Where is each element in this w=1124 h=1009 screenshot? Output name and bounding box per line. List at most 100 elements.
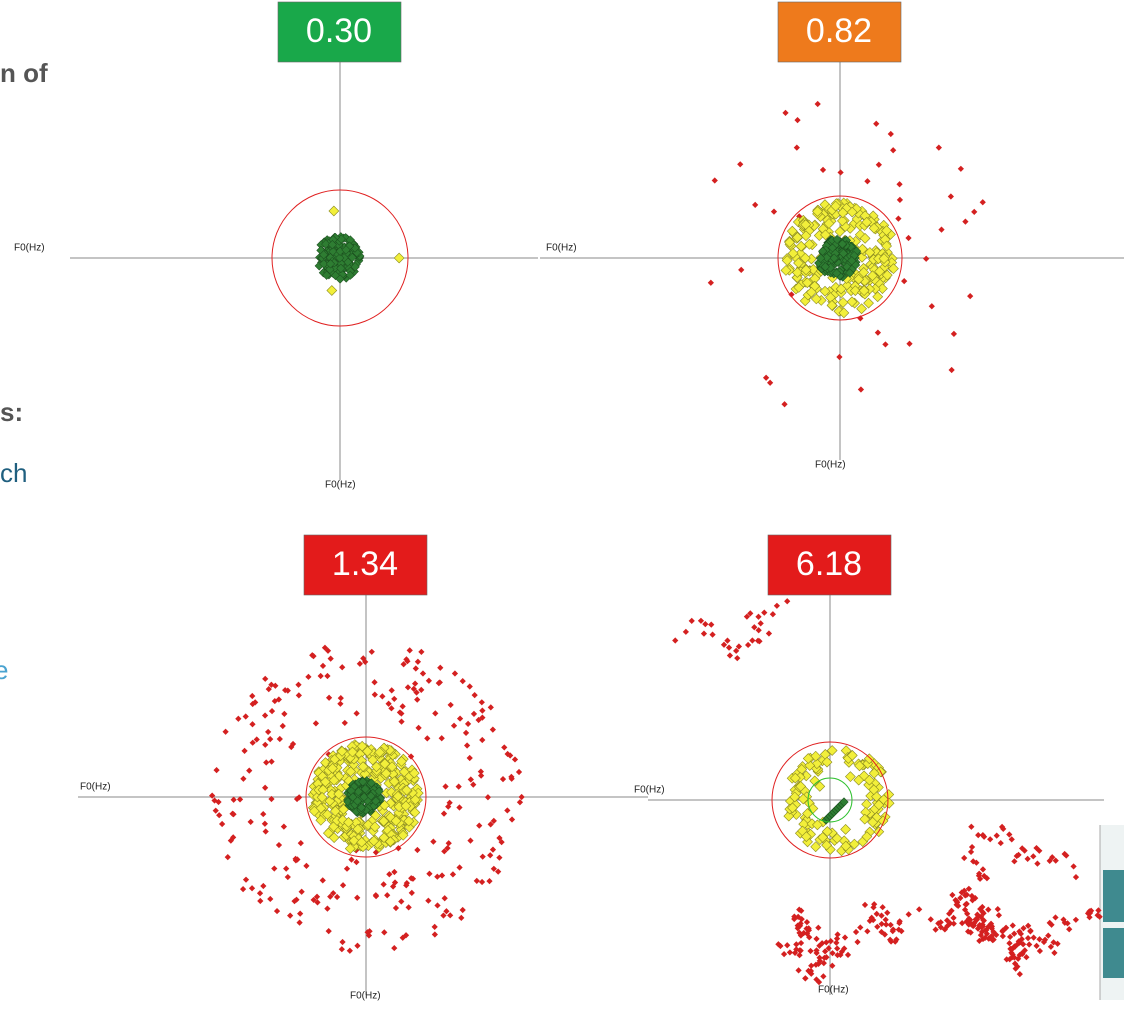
red-point	[819, 166, 827, 174]
yellow-point	[369, 821, 381, 833]
red-point	[962, 218, 969, 225]
yellow-point	[868, 767, 880, 779]
red-point	[479, 707, 486, 714]
score-label: 0.82	[806, 12, 872, 50]
red-point	[477, 768, 484, 775]
red-point	[878, 928, 885, 936]
red-point	[455, 783, 462, 790]
red-point	[916, 906, 923, 913]
red-point	[896, 196, 904, 203]
red-point	[415, 724, 422, 731]
red-point	[319, 662, 327, 669]
yellow-point	[800, 219, 812, 231]
red-point	[227, 837, 234, 844]
yellow-point	[357, 761, 369, 773]
red-point	[425, 677, 433, 684]
red-point	[1063, 852, 1070, 859]
red-point	[295, 692, 302, 699]
red-point	[1024, 855, 1031, 862]
red-point	[430, 838, 437, 845]
red-point	[1045, 932, 1052, 939]
red-point	[755, 627, 762, 634]
red-point	[873, 910, 880, 917]
red-point	[479, 736, 486, 744]
red-point	[735, 643, 743, 650]
green-point	[359, 792, 369, 802]
red-point	[815, 960, 822, 967]
x-axis-label: F0(Hz)	[14, 243, 45, 254]
yellow-point	[853, 273, 865, 285]
red-point	[825, 945, 832, 952]
yellow-point	[838, 307, 850, 319]
red-point	[857, 924, 864, 931]
red-point	[371, 691, 378, 698]
yellow-point	[374, 746, 386, 758]
red-point	[440, 810, 448, 817]
red-point	[708, 621, 715, 628]
red-point	[1027, 927, 1034, 934]
red-point	[896, 181, 903, 188]
red-point	[451, 670, 459, 677]
side-image	[1099, 825, 1124, 1000]
red-point	[752, 201, 759, 209]
red-point	[409, 875, 417, 882]
red-point	[808, 962, 815, 969]
red-point	[271, 697, 278, 705]
yellow-point	[869, 283, 881, 295]
red-point	[447, 912, 454, 919]
red-point	[260, 810, 267, 818]
red-point	[981, 872, 988, 880]
yellow-point	[853, 774, 865, 786]
yellow-point	[835, 283, 847, 295]
red-point	[479, 853, 486, 860]
yellow-point	[797, 793, 809, 805]
green-point	[837, 239, 848, 249]
yellow-point	[799, 252, 811, 264]
red-point	[338, 946, 345, 953]
red-point	[837, 169, 844, 176]
red-point	[968, 843, 976, 851]
red-point	[878, 920, 885, 928]
yellow-point	[795, 240, 807, 252]
red-point	[261, 820, 268, 827]
red-point	[489, 726, 496, 733]
yellow-point	[409, 794, 421, 806]
red-point	[733, 647, 740, 654]
yellow-point	[837, 215, 848, 227]
red-point	[380, 881, 387, 888]
red-point	[672, 637, 679, 644]
red-point	[864, 928, 871, 935]
red-point	[384, 892, 391, 899]
yellow-point	[881, 269, 893, 281]
red-point	[1011, 960, 1019, 967]
yellow-point	[344, 843, 356, 854]
red-point	[813, 949, 820, 957]
score-label: 0.30	[306, 12, 372, 50]
red-point	[844, 951, 852, 959]
yellow-point	[343, 816, 354, 828]
red-point	[1013, 852, 1020, 860]
red-point	[249, 700, 256, 708]
red-point	[353, 858, 360, 866]
red-point	[504, 807, 511, 814]
red-point	[283, 865, 290, 872]
red-point	[487, 821, 494, 828]
fragment-text: n of	[0, 58, 48, 88]
red-point	[829, 950, 836, 957]
red-point	[240, 775, 247, 782]
red-point	[518, 793, 525, 801]
red-point	[262, 675, 269, 682]
yellow-point	[347, 746, 358, 758]
yellow-point	[830, 200, 842, 212]
yellow-point	[872, 291, 884, 303]
red-point	[412, 680, 419, 687]
red-point	[310, 652, 317, 660]
yellow-point	[826, 745, 838, 756]
red-point	[463, 742, 471, 749]
green-point	[327, 240, 337, 250]
red-point	[248, 885, 256, 892]
red-point	[976, 921, 983, 929]
red-point	[424, 735, 431, 742]
red-point	[959, 920, 966, 927]
